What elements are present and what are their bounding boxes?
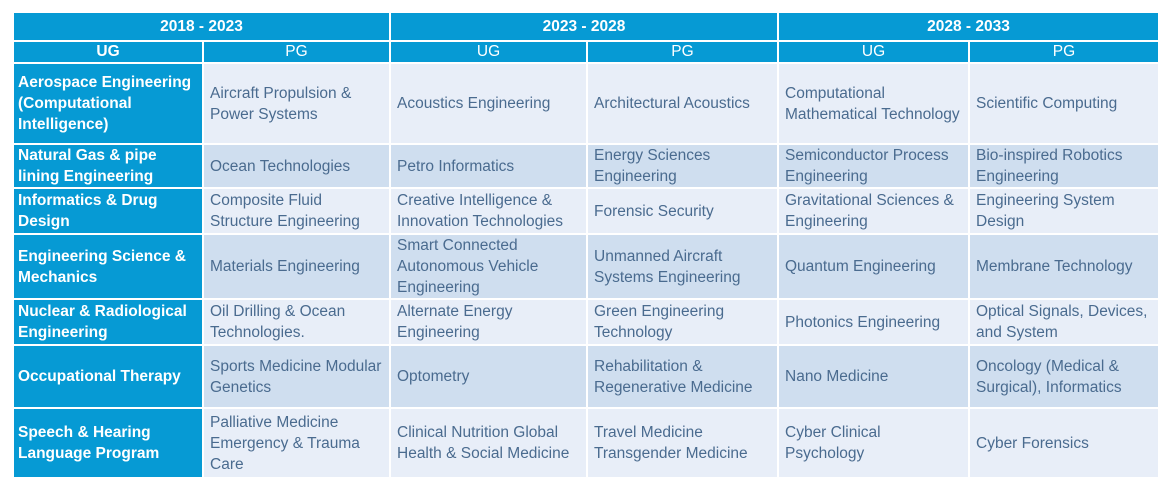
table-cell: Composite Fluid Structure Engineering — [202, 187, 391, 235]
table-cell: Aircraft Propulsion & Power Systems — [202, 62, 391, 145]
program-cell: Occupational Therapy — [12, 344, 204, 409]
table-cell: Quantum Engineering — [777, 233, 970, 300]
table-cell: Gravitational Sciences & Engineering — [777, 187, 970, 235]
table-row: Nuclear & Radiological Engineering Oil D… — [12, 298, 1160, 346]
table-cell: Oil Drilling & Ocean Technologies. — [202, 298, 391, 346]
table-row: Aerospace Engineering (Computational Int… — [12, 62, 1160, 145]
table-cell: Smart Connected Autonomous Vehicle Engin… — [389, 233, 588, 300]
program-cell: Nuclear & Radiological Engineering — [12, 298, 204, 346]
table-cell: Engineering System Design — [968, 187, 1160, 235]
table-row: Informatics & Drug Design Composite Flui… — [12, 187, 1160, 235]
table-cell: Alternate Energy Engineering — [389, 298, 588, 346]
table-cell: Photonics Engineering — [777, 298, 970, 346]
table-row: Speech & Hearing Language Program Pallia… — [12, 407, 1160, 479]
table-cell: Ocean Technologies — [202, 143, 391, 189]
level-header-pg: PG — [968, 40, 1160, 64]
table-cell: Materials Engineering — [202, 233, 391, 300]
table-cell: Unmanned Aircraft Systems Engineering — [586, 233, 779, 300]
level-header-pg: PG — [586, 40, 779, 64]
level-header-ug: UG — [12, 40, 204, 64]
table-cell: Membrane Technology — [968, 233, 1160, 300]
program-cell: Speech & Hearing Language Program — [12, 407, 204, 479]
table-cell: Optical Signals, Devices, and System — [968, 298, 1160, 346]
program-cell: Informatics & Drug Design — [12, 187, 204, 235]
table-cell: Semiconductor Process Engineering — [777, 143, 970, 189]
program-cell: Engineering Science & Mechanics — [12, 233, 204, 300]
level-header-pg: PG — [202, 40, 391, 64]
table-cell: Cyber Forensics — [968, 407, 1160, 479]
table-cell: Scientific Computing — [968, 62, 1160, 145]
table-cell: Energy Sciences Engineering — [586, 143, 779, 189]
table-row: Engineering Science & Mechanics Material… — [12, 233, 1160, 300]
table-cell: Nano Medicine — [777, 344, 970, 409]
table-cell: Green Engineering Technology — [586, 298, 779, 346]
period-header-2028-2033: 2028 - 2033 — [777, 11, 1160, 42]
period-header-row: 2018 - 2023 2023 - 2028 2028 - 2033 — [12, 11, 1160, 42]
table-cell: Rehabilitation & Regenerative Medicine — [586, 344, 779, 409]
level-header-ug: UG — [389, 40, 588, 64]
table-cell: Cyber Clinical Psychology — [777, 407, 970, 479]
table-cell: Travel Medicine Transgender Medicine — [586, 407, 779, 479]
table-cell: Clinical Nutrition Global Health & Socia… — [389, 407, 588, 479]
level-header-row: UG PG UG PG UG PG — [12, 40, 1160, 64]
table-cell: Creative Intelligence & Innovation Techn… — [389, 187, 588, 235]
program-cell: Natural Gas & pipe lining Engineering — [12, 143, 204, 189]
table-cell: Optometry — [389, 344, 588, 409]
table-cell: Acoustics Engineering — [389, 62, 588, 145]
program-cell: Aerospace Engineering (Computational Int… — [12, 62, 204, 145]
table-cell: Petro Informatics — [389, 143, 588, 189]
table-row: Occupational Therapy Sports Medicine Mod… — [12, 344, 1160, 409]
period-header-2023-2028: 2023 - 2028 — [389, 11, 779, 42]
programs-roadmap-table: 2018 - 2023 2023 - 2028 2028 - 2033 UG P… — [12, 11, 1160, 479]
table-cell: Computational Mathematical Technology — [777, 62, 970, 145]
period-header-2018-2023: 2018 - 2023 — [12, 11, 391, 42]
table-cell: Architectural Acoustics — [586, 62, 779, 145]
table-cell: Sports Medicine Modular Genetics — [202, 344, 391, 409]
table-cell: Forensic Security — [586, 187, 779, 235]
table-row: Natural Gas & pipe lining Engineering Oc… — [12, 143, 1160, 189]
table-cell: Oncology (Medical & Surgical), Informati… — [968, 344, 1160, 409]
level-header-ug: UG — [777, 40, 970, 64]
table-cell: Bio-inspired Robotics Engineering — [968, 143, 1160, 189]
table-cell: Palliative Medicine Emergency & Trauma C… — [202, 407, 391, 479]
